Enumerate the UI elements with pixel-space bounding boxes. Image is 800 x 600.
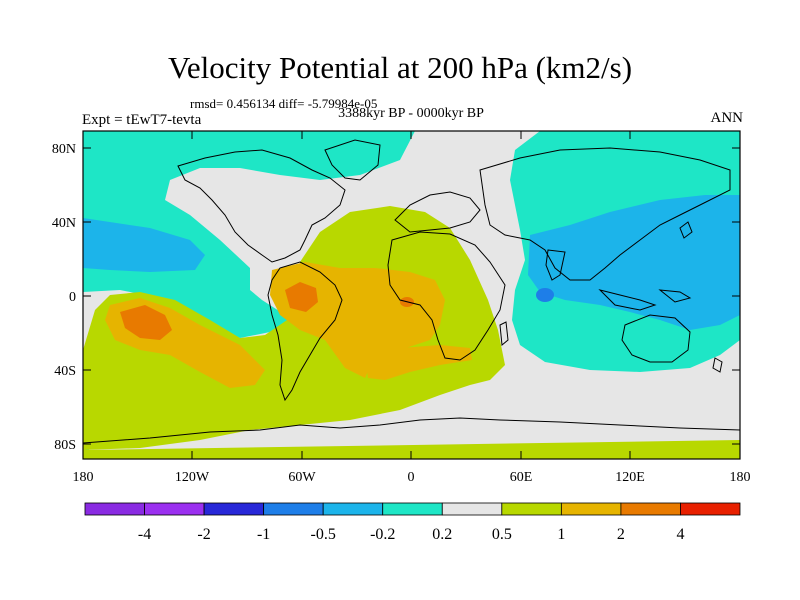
colorbar-box (84, 502, 145, 516)
x-label-0: 0 (408, 470, 415, 485)
season-label: ANN (710, 110, 744, 126)
colorbar-box (144, 502, 205, 516)
x-label-120e: 120E (615, 470, 645, 485)
field-green (83, 206, 505, 450)
colorbar-box (382, 502, 443, 516)
colorbar-box (680, 502, 741, 516)
x-label-120w: 120W (175, 470, 210, 485)
colorbar-box (263, 502, 324, 516)
x-label-60w: 60W (288, 470, 316, 485)
y-label-80s: 80S (54, 438, 76, 453)
colorbar-box (560, 502, 622, 516)
y-label-40s: 40S (54, 364, 76, 379)
experiment-label: Expt = tEwT7-tevta (82, 112, 202, 128)
field-orange-pacific (120, 305, 172, 340)
colorbar-box (441, 502, 503, 516)
field-blue-spot (536, 288, 554, 302)
y-label-80n: 80N (52, 142, 76, 157)
coastlines (83, 139, 740, 444)
colorbar-box (620, 502, 681, 516)
period-line: 3388kyr BP - 0000kyr BP (338, 106, 484, 121)
stats-line: rmsd= 0.456134 diff= -5.79984e-05 (190, 96, 378, 111)
field-yellow-south (365, 345, 472, 380)
x-label-180e: 180 (730, 470, 751, 485)
colorbar-label: 1 (557, 526, 565, 543)
colorbar-box (322, 502, 384, 516)
y-label-40n: 40N (52, 216, 76, 231)
colorbar-label: -0.2 (370, 526, 395, 543)
field-cyan-north (83, 131, 415, 338)
colorbar-label: 0.2 (432, 526, 452, 543)
y-label-eq: 0 (69, 290, 76, 305)
chart-title: Velocity Potential at 200 hPa (km2/s) (167, 50, 633, 85)
colorbar (84, 502, 741, 516)
field-green-bottom (83, 440, 740, 459)
map-field (83, 131, 740, 459)
x-ticks (82, 131, 741, 459)
colorbar-label: -4 (138, 526, 151, 543)
x-label-60e: 60E (510, 470, 533, 485)
field-orange-amazon (285, 282, 318, 312)
colorbar-label: -0.5 (311, 526, 336, 543)
x-label-180w: 180 (73, 470, 94, 485)
colorbar-label: 0.5 (492, 526, 512, 543)
colorbar-label: 2 (617, 526, 625, 543)
colorbar-labels: -4 -2 -1 -0.5 -0.2 0.2 0.5 1 2 4 (138, 526, 685, 543)
field-blue-light-pacific (83, 218, 205, 272)
colorbar-box (501, 502, 562, 516)
colorbar-label: -1 (257, 526, 270, 543)
colorbar-box (203, 502, 265, 516)
y-ticks (83, 147, 740, 445)
colorbar-label: 4 (676, 526, 684, 543)
colorbar-label: -2 (197, 526, 210, 543)
